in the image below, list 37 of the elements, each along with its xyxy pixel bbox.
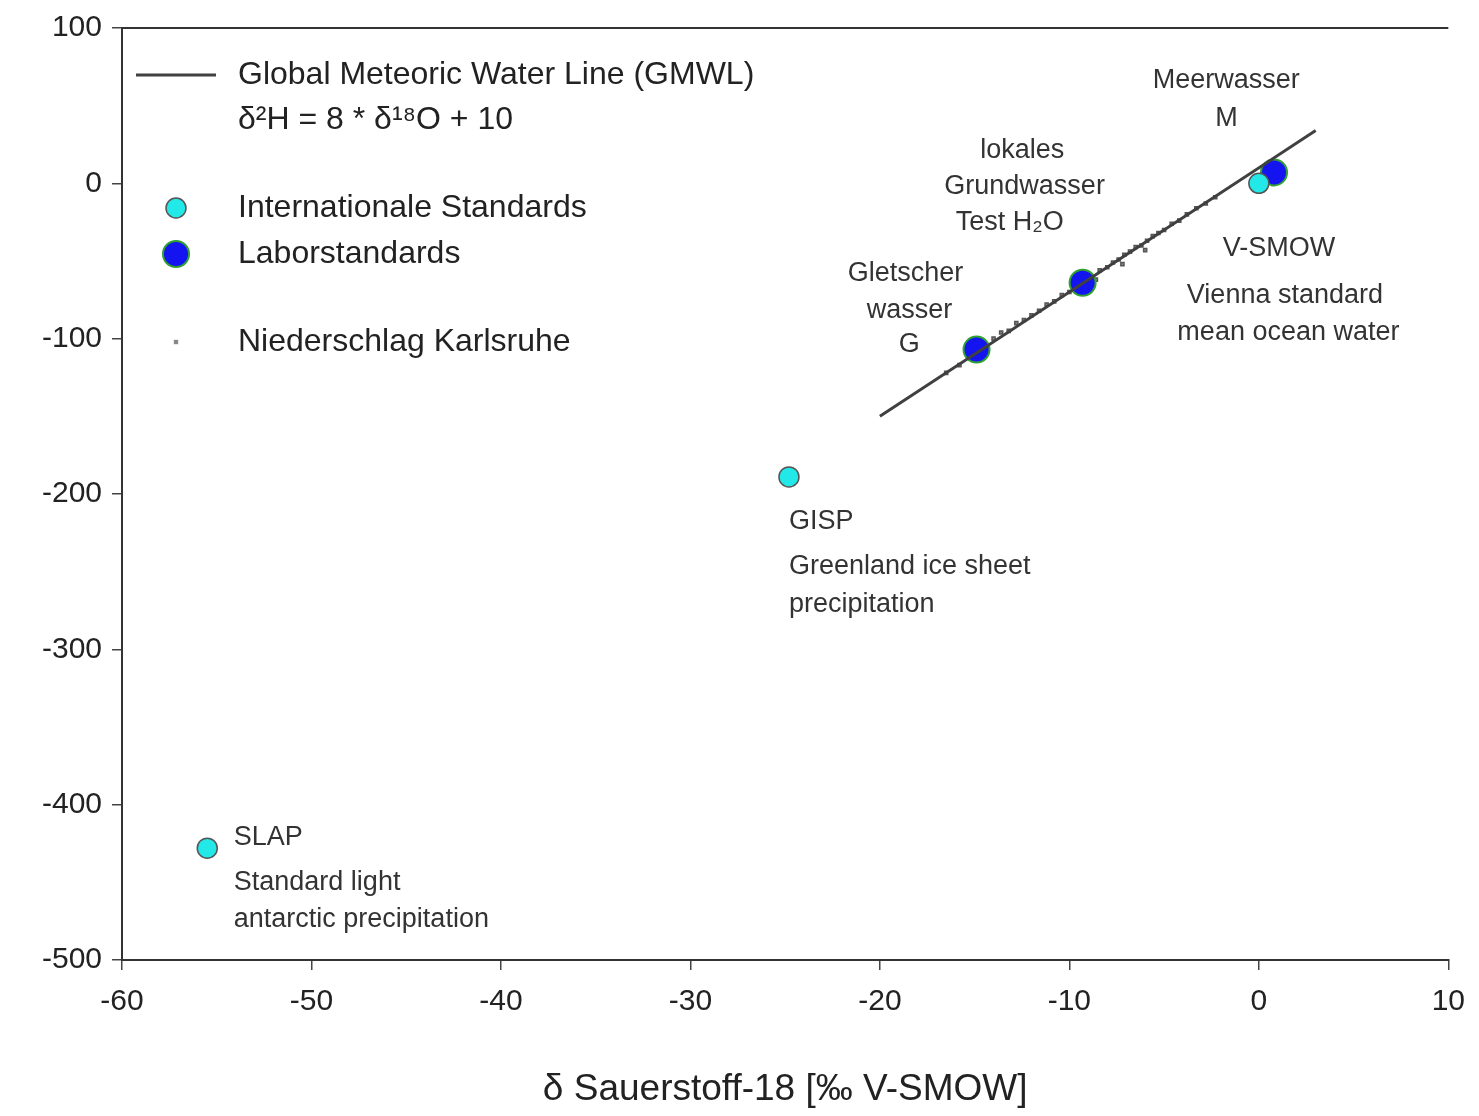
annotation: Standard light [233, 865, 401, 896]
y-tick-label: -500 [41, 941, 102, 975]
annotation: M [1215, 101, 1238, 132]
x-tick-label: -10 [1047, 983, 1092, 1017]
annotation: Meerwasser [1152, 64, 1300, 95]
legend-label: Niederschlag Karlsruhe [238, 321, 571, 358]
y-tick-label: -300 [41, 630, 102, 664]
annotation: Grundwasser [944, 169, 1105, 200]
annotation: G [898, 328, 920, 359]
annotation: Gletscher [847, 256, 964, 287]
legend-label: Global Meteoric Water Line (GMWL) δ²H = 8 * δ¹⁸O + 10 [238, 54, 755, 136]
annotation: antarctic precipitation [233, 903, 489, 934]
x-tick-label: -60 [100, 983, 144, 1017]
annotation: GISP [788, 505, 854, 536]
annotation: wasser [865, 294, 953, 325]
annotation: Greenland ice sheet [788, 550, 1032, 581]
x-axis-title: δ Sauerstoff-18 [‰ V-SMOW] [542, 1067, 1028, 1108]
x-tick-label: 10 [1431, 983, 1465, 1017]
legend-label: Internationale Standards [238, 187, 587, 224]
annotation: lokales [980, 134, 1065, 165]
annotation: SLAP [233, 820, 303, 851]
annotation: V-SMOW [1222, 232, 1336, 263]
y-tick-label: 0 [85, 164, 102, 198]
x-tick-label: -40 [479, 983, 523, 1017]
annotation: Vienna standard [1186, 278, 1384, 309]
legend-label: Laborstandards [238, 233, 461, 270]
x-tick-label: -50 [289, 983, 334, 1017]
annotation: mean ocean water [1177, 315, 1400, 346]
annotation: Test H₂O [955, 205, 1064, 236]
x-tick-label: -30 [668, 983, 713, 1017]
y-tick-label: -100 [41, 319, 102, 353]
y-tick-label: -200 [41, 475, 102, 509]
x-tick-label: -20 [858, 983, 902, 1017]
x-tick-label: 0 [1250, 983, 1268, 1017]
y-tick-label: 100 [51, 9, 102, 43]
annotation: precipitation [788, 587, 935, 618]
y-tick-label: -400 [41, 785, 102, 819]
